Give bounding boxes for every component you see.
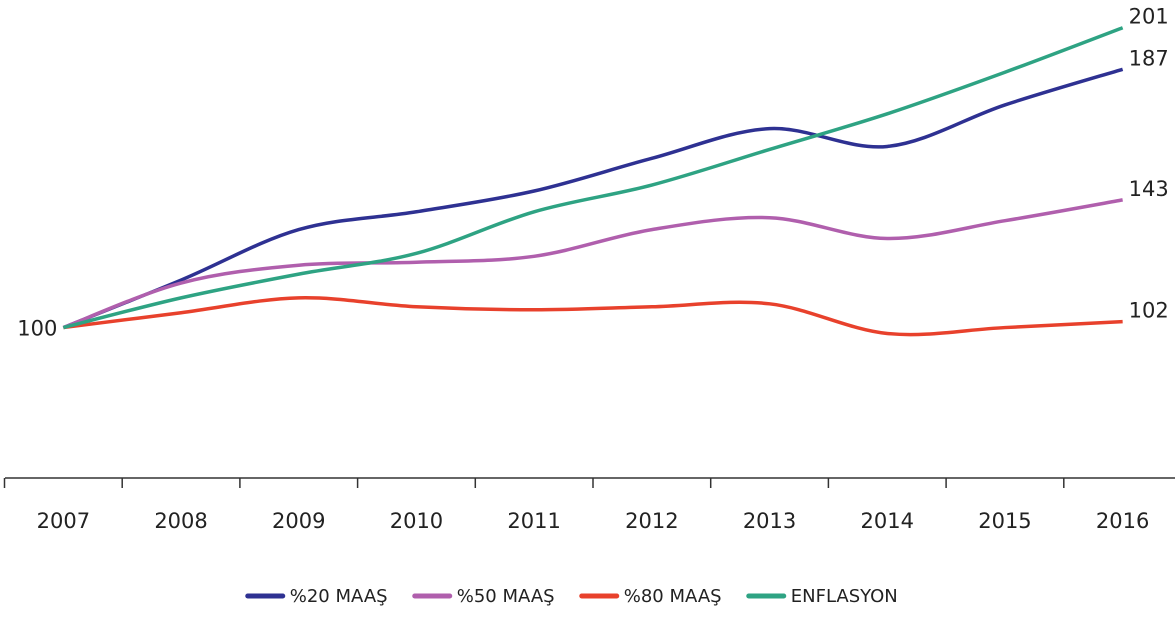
x-tick-label: 2013 bbox=[743, 509, 796, 533]
x-tick-label: 2015 bbox=[978, 509, 1031, 533]
start-label: 100 bbox=[17, 317, 57, 341]
end-label: 187 bbox=[1129, 46, 1169, 70]
legend-label: %20 MAAŞ bbox=[290, 586, 388, 607]
x-tick-label: 2010 bbox=[390, 509, 443, 533]
x-tick-label: 2014 bbox=[861, 509, 914, 533]
x-tick-label: 2016 bbox=[1096, 509, 1149, 533]
x-tick-label: 2009 bbox=[272, 509, 325, 533]
line bbox=[62, 198, 1123, 330]
legend-label: %50 MAAŞ bbox=[457, 586, 555, 607]
end-label: 143 bbox=[1129, 177, 1169, 201]
line bbox=[63, 296, 1123, 337]
x-tick-label: 2007 bbox=[37, 509, 90, 533]
end-label: 201 bbox=[1129, 5, 1169, 29]
x-tick-label: 2012 bbox=[625, 509, 678, 533]
legend-label: ENFLASYON bbox=[791, 586, 898, 607]
x-tick-label: 2008 bbox=[154, 509, 207, 533]
line bbox=[62, 67, 1124, 330]
x-tick-label: 2011 bbox=[507, 509, 560, 533]
legend-label: %80 MAAŞ bbox=[624, 586, 722, 607]
end-label: 102 bbox=[1129, 299, 1169, 323]
line bbox=[62, 26, 1124, 330]
